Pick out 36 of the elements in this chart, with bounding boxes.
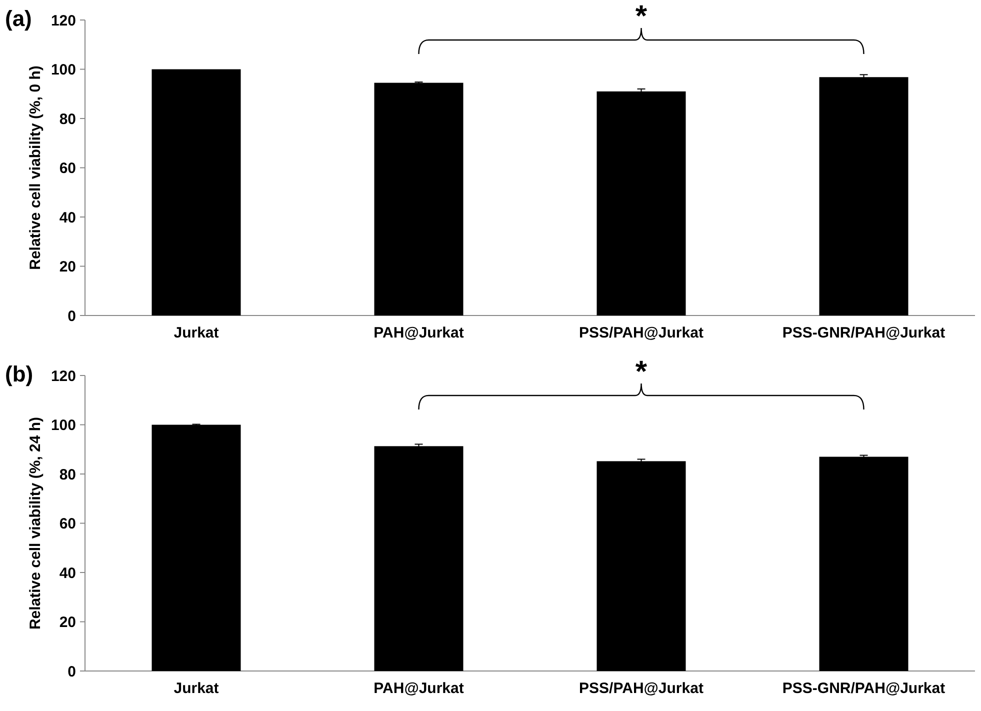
annotation: * [635, 0, 648, 33]
annotation: * [635, 356, 648, 388]
y-tick-label: 20 [59, 614, 76, 631]
x-tick-label: PSS-GNR/PAH@Jurkat [782, 680, 946, 697]
bar [152, 69, 241, 316]
y-tick-label: 40 [59, 209, 76, 226]
y-tick-label: 40 [59, 564, 76, 582]
y-tick-label: 100 [50, 62, 76, 78]
x-tick-label: PSS/PAH@Jurkat [579, 680, 704, 697]
bar [819, 456, 908, 671]
bar [596, 461, 686, 671]
y-tick-label: 60 [59, 516, 76, 532]
bar [819, 77, 908, 316]
x-tick-label: PAH@Jurkat [374, 680, 464, 697]
y-tick-label: 120 [50, 12, 76, 30]
y-tick-label: 20 [59, 258, 76, 276]
bar [152, 424, 241, 671]
y-tick-label: 80 [59, 466, 76, 484]
y-tick-label: 80 [59, 110, 76, 128]
x-tick-label: Jurkat [174, 324, 219, 342]
y-axis-title: Relative cell viability (%, 0 h) [27, 66, 44, 270]
bar [374, 82, 464, 316]
bar [596, 91, 686, 316]
y-tick-label: 120 [50, 368, 76, 385]
x-tick-label: Jurkat [174, 680, 219, 697]
chart-title: (a) [5, 6, 32, 31]
x-tick-label: PAH@Jurkat [374, 324, 464, 342]
y-tick-label: 60 [59, 160, 76, 177]
bar [374, 446, 464, 671]
y-tick-label: 0 [68, 308, 76, 325]
x-tick-label: PSS/PAH@Jurkat [579, 324, 704, 342]
y-axis-title: Relative cell viability (%, 24 h) [27, 416, 44, 630]
y-tick-label: 0 [68, 663, 76, 680]
x-tick-label: PSS-GNR/PAH@Jurkat [782, 324, 946, 342]
y-tick-label: 100 [50, 417, 76, 434]
chart-title: (b) [5, 362, 34, 386]
